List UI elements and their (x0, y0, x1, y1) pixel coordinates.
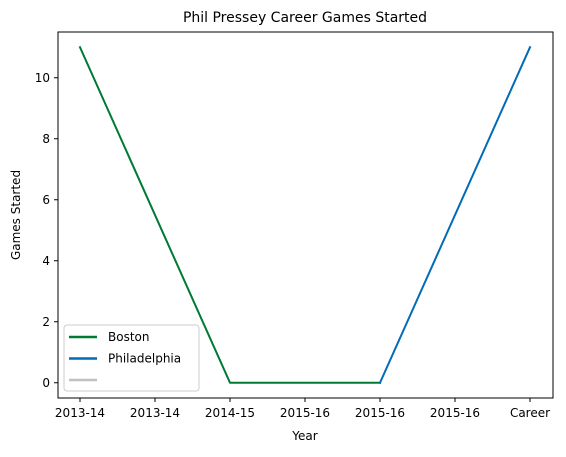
series-line-philadelphia (378, 45, 532, 385)
y-tick-label: 0 (42, 376, 50, 390)
x-tick-label: 2015-16 (355, 406, 405, 420)
x-tick-label: 2014-15 (205, 406, 255, 420)
x-tick-label: 2015-16 (430, 406, 480, 420)
x-tick-label: Career (510, 406, 550, 420)
x-tick-label: 2013-14 (130, 406, 180, 420)
legend: Boston Philadelphia (63, 324, 200, 392)
y-tick-label: 10 (35, 71, 50, 85)
x-axis: 2013-14 2013-14 2014-15 2015-16 2015-16 2015-… (55, 398, 550, 420)
x-axis-label: Year (291, 429, 317, 443)
x-tick-label: 2013-14 (55, 406, 105, 420)
legend-label: Boston (108, 330, 149, 344)
series-line-boston (78, 45, 381, 384)
legend-label: Philadelphia (108, 352, 181, 366)
y-tick-label: 4 (42, 254, 50, 268)
y-tick-label: 2 (42, 315, 50, 329)
y-axis-label: Games Started (9, 170, 23, 260)
x-tick-label: 2015-16 (280, 406, 330, 420)
plot-lines (78, 45, 532, 385)
y-tick-label: 6 (42, 193, 50, 207)
chart-title: Phil Pressey Career Games Started (183, 10, 427, 26)
y-axis: 0 2 4 6 8 10 (35, 71, 58, 390)
legend-box (63, 324, 200, 392)
y-tick-label: 8 (42, 132, 50, 146)
